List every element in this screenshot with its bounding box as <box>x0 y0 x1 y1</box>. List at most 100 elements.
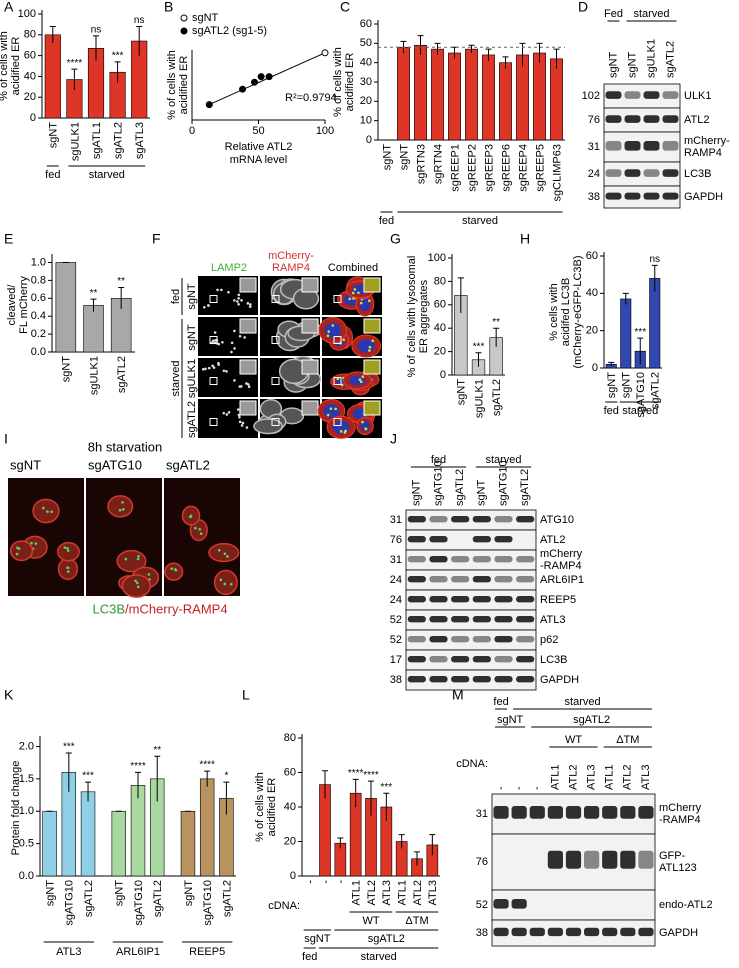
puncta <box>238 415 241 419</box>
cell <box>107 495 134 518</box>
lane-label: sgNT <box>411 479 423 506</box>
puncta <box>343 431 347 434</box>
inset <box>363 277 381 293</box>
band <box>429 616 448 623</box>
puncta <box>121 501 124 504</box>
puncta <box>236 300 239 303</box>
column-label: Combined <box>328 262 378 274</box>
puncta <box>336 377 340 381</box>
puncta <box>46 510 49 513</box>
significance-label: **** <box>199 760 215 771</box>
error-bar <box>154 755 161 802</box>
panel-letter: K <box>4 687 14 703</box>
roi <box>271 336 280 344</box>
puncta <box>66 570 70 573</box>
row-label: -RAMP4 <box>540 560 582 572</box>
band <box>643 141 660 151</box>
roi <box>209 377 218 385</box>
nucleus <box>360 421 370 432</box>
y-tick-label: 30 <box>360 76 372 88</box>
band <box>529 927 545 937</box>
puncta <box>221 340 224 344</box>
cell <box>208 542 240 563</box>
y-tick-label: 20 <box>24 91 36 103</box>
band <box>494 516 513 523</box>
series-label: ATL3 <box>56 946 81 958</box>
band <box>624 115 641 123</box>
mw-label: 52 <box>390 634 402 646</box>
lane-label: - <box>495 786 507 790</box>
panel-letter: F <box>152 231 161 247</box>
group-label: fed <box>379 215 394 227</box>
group-label: fed <box>493 696 508 708</box>
band <box>429 596 448 603</box>
band <box>565 806 582 819</box>
legend-label: sgNT <box>192 12 219 24</box>
puncta <box>237 297 240 300</box>
x-tick-label: sgATL2 <box>491 379 503 416</box>
row-label: mCherry <box>540 548 583 560</box>
y-tick-label: 60 <box>360 18 372 30</box>
group-label: starved <box>89 169 125 181</box>
puncta <box>214 338 217 342</box>
band <box>602 927 618 937</box>
mw-label: 38 <box>588 191 600 203</box>
puncta <box>216 288 219 292</box>
y-tick-label: 60 <box>434 299 446 311</box>
group-label: fed <box>604 405 619 417</box>
group-label: sgATL2 <box>368 933 405 945</box>
x-tick-label: sgCLIMP63 <box>551 144 563 201</box>
puncta <box>198 528 202 531</box>
band <box>584 927 600 937</box>
puncta <box>211 364 214 368</box>
y-tick-label: 40 <box>434 322 446 334</box>
error-bar <box>118 287 125 310</box>
band <box>472 576 491 583</box>
mw-label: 102 <box>582 90 600 102</box>
band <box>662 91 679 99</box>
mw-label: 52 <box>390 614 402 626</box>
x-tick-label: 100 <box>316 125 334 137</box>
lane-label: sgNT <box>476 479 488 506</box>
x-tick-label: 50 <box>252 125 264 137</box>
lane-label: ATL2 <box>567 765 579 790</box>
puncta <box>136 585 140 589</box>
band <box>429 536 448 543</box>
band <box>451 676 470 683</box>
band <box>472 656 491 663</box>
bar <box>499 62 512 141</box>
bar <box>533 52 546 141</box>
y-tick-label: 0 <box>366 134 372 146</box>
significance-label: ** <box>90 288 98 299</box>
lane-label: ATL2 <box>622 765 634 790</box>
error-bar <box>322 770 328 799</box>
error-bar <box>493 327 500 347</box>
bar <box>550 58 563 141</box>
group-label: fed <box>302 951 317 963</box>
significance-label: *** <box>380 782 392 793</box>
y-tick-label: 60 <box>586 250 598 262</box>
cell <box>253 418 283 435</box>
group-label: WT <box>362 915 379 927</box>
band <box>511 899 527 909</box>
y-axis-label: % of cells with lysosomal <box>406 256 418 378</box>
bar <box>42 810 57 877</box>
y-axis-label: % of cells with <box>332 47 344 117</box>
band <box>407 516 426 523</box>
puncta <box>136 581 139 585</box>
puncta <box>357 291 360 295</box>
puncta <box>361 420 364 424</box>
band <box>624 141 641 151</box>
x-tick-label: sgULK1 <box>473 379 485 418</box>
band <box>638 850 654 869</box>
row-label: mCherry- <box>684 135 730 147</box>
puncta <box>233 379 236 382</box>
puncta <box>66 546 69 550</box>
roi <box>271 418 280 426</box>
band <box>602 850 618 869</box>
puncta <box>227 410 231 414</box>
puncta <box>339 430 343 433</box>
x-tick-label: sgATL2 <box>650 372 662 409</box>
roi <box>333 418 342 426</box>
y-tick-label: 80 <box>284 732 296 744</box>
